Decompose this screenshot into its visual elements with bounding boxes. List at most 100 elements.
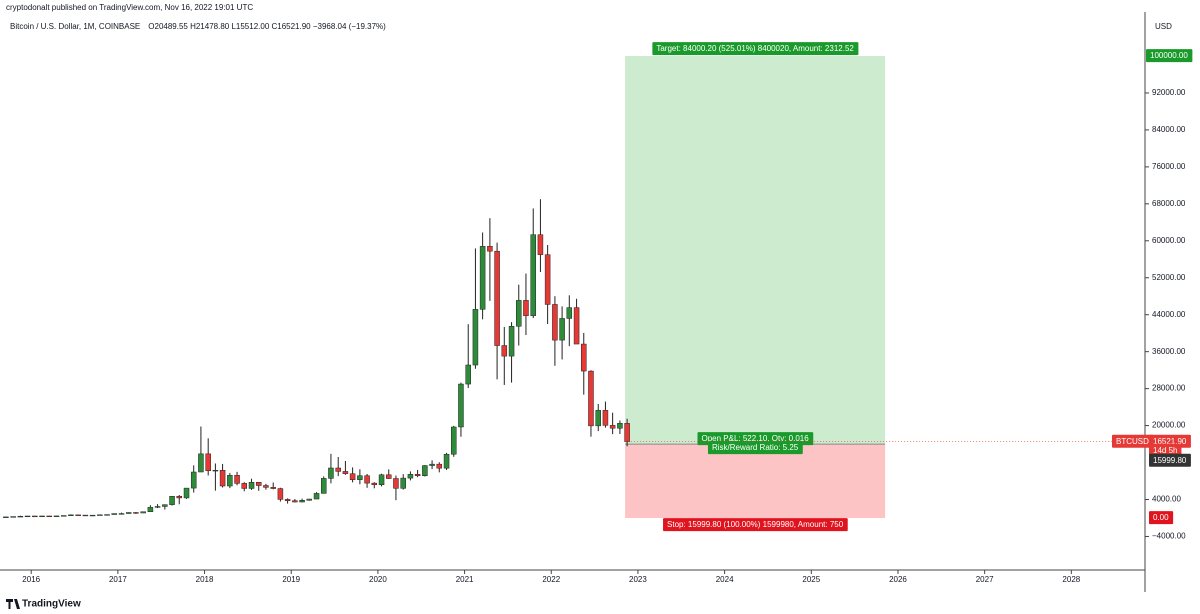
candle-body [349,473,356,480]
candle-body [458,383,464,428]
candle-body [595,410,601,427]
x-tick-label: 2020 [369,575,387,584]
y-tick-label: 84000.00 [1152,125,1186,134]
candle-body [378,474,385,486]
x-tick-label: 2021 [456,575,474,584]
candle-body [154,506,161,508]
x-tick-label: 2016 [22,575,40,584]
candle-body [284,499,291,501]
x-tick-label: 2024 [716,575,734,584]
y-tick-label: 68000.00 [1152,199,1186,208]
candle-body [89,514,96,517]
y-tick-label: 52000.00 [1152,273,1186,282]
candle-body [111,513,117,515]
candle-body [39,515,45,518]
candle-body [559,318,565,341]
candle-body [487,246,493,252]
candle-body [335,467,341,472]
x-tick-label: 2027 [976,575,994,584]
candle-body [544,254,551,305]
ohlc-values: O20489.55 H21478.80 L15512.00 C16521.90 … [148,22,386,31]
candle-body [385,474,392,479]
candle-body [357,475,363,480]
candle-body [53,515,60,517]
entry-price-tag-group: 15999.80 [1149,453,1191,467]
candle-body [82,514,89,517]
ratio-label-bg [707,441,803,455]
candle-body [407,474,414,479]
y-tick-label: 44000.00 [1152,310,1186,319]
pnl-label: Open P&L: 522.10, Qty: 0.016 [702,434,810,443]
x-tick-label: 2022 [542,575,560,584]
x-tick-label: 2023 [629,575,647,584]
stop-price-tag-bg [1149,511,1174,525]
ratio-label-group: Risk/Reward Ratio: 5.25 [707,441,803,455]
target-price-tag-bg [1146,49,1193,63]
candle-body [566,307,573,319]
candle-body [313,493,320,500]
candle-body [234,475,240,484]
stop-price-tag: 0.00 [1153,513,1169,522]
candle-body [3,516,9,518]
candle-body [255,482,262,486]
candle-body [422,465,428,477]
candle-body [205,453,211,472]
y-tick-label: 92000.00 [1152,88,1186,97]
x-tick-label: 2019 [282,575,300,584]
candle-body [24,515,31,518]
candle-body [494,250,500,346]
candle-body [306,498,313,501]
candle-body [451,426,457,455]
candle-body [140,511,146,514]
target-label-bg [652,42,859,56]
candle-body [227,475,233,487]
candle-body [429,463,435,466]
candle-body [508,326,515,357]
stop-label-group: Stop: 15999.80 (100.00%) 1599980, Amount… [663,518,848,532]
candle-body [414,474,421,477]
candle-body [443,453,450,469]
candle-body [17,515,24,518]
candle-body [530,234,536,316]
x-tick-label: 2025 [802,575,820,584]
symbol-tag-bg [1112,434,1154,448]
candle-body [501,345,508,357]
candle-body [299,500,305,503]
last-price-tag: 16521.90 [1153,437,1187,446]
candle-body [320,478,327,494]
candle-body [573,307,580,345]
entry-price-tag: 15999.80 [1153,456,1187,465]
entry-price-tag-bg [1149,453,1191,467]
x-tick-label: 2017 [109,575,127,584]
candle-body [328,467,334,479]
candle-body [602,410,609,426]
candle-body [241,483,248,489]
x-tick-label: 2028 [1062,575,1080,584]
candle-body [270,487,276,489]
y-tick-label: 36000.00 [1152,347,1186,356]
candle-body [60,515,67,517]
candle-body [212,470,219,472]
target-price-tag: 100000.00 [1150,51,1188,60]
candle-body [162,504,168,507]
candle-body [125,512,132,514]
candle-body [147,507,154,512]
target-zone [625,55,886,445]
candle-body [176,496,182,499]
publisher: cryptodonalt published on TradingView.co… [6,3,253,12]
candle-body [472,309,479,366]
candle-body [371,482,378,486]
stop-label: Stop: 15999.80 (100.00%) 1599980, Amount… [667,520,844,529]
symbol-tag: BTCUSD [1116,437,1149,446]
candle-body [97,514,103,516]
candle-body [248,482,255,489]
y-tick-label: 20000.00 [1152,421,1186,430]
target-price-tag-group: 100000.00 [1146,49,1193,63]
candle-body [617,423,623,429]
candle-body [169,496,175,505]
candle-body [75,514,81,516]
candle-body [479,246,486,310]
stop-label-bg [663,518,848,532]
candle-body [523,300,529,316]
